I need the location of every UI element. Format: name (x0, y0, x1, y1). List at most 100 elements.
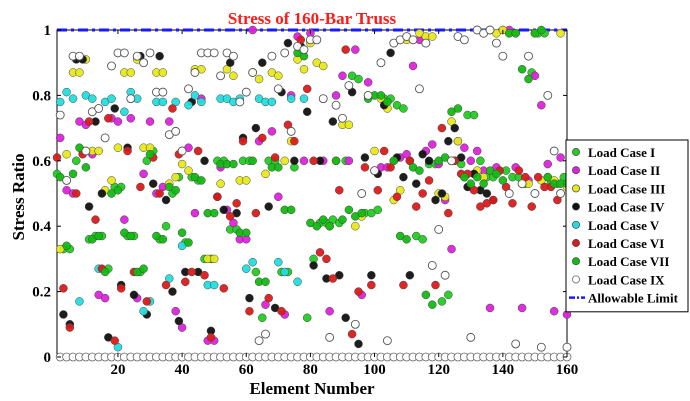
marker-load-case-6 (65, 323, 75, 332)
marker-load-case-6 (437, 123, 447, 133)
marker-load-case-8 (421, 38, 431, 48)
marker-load-case-8 (363, 90, 373, 100)
marker-load-case-3 (113, 143, 123, 152)
marker-load-case-7 (100, 267, 110, 277)
marker-load-case-2 (338, 71, 347, 81)
legend-label: Load Case IV (588, 200, 665, 215)
marker-load-case-4 (437, 189, 447, 198)
marker-load-case-5 (248, 257, 257, 267)
marker-load-case-4 (200, 156, 209, 166)
marker-load-case-1 (418, 235, 427, 244)
legend-swatch (572, 257, 580, 266)
marker-load-case-4 (251, 123, 261, 133)
marker-load-case-5 (120, 107, 129, 116)
marker-load-case-6 (264, 293, 273, 303)
marker-load-case-2 (428, 140, 437, 149)
legend-swatch (572, 220, 580, 229)
marker-load-case-8 (415, 84, 424, 94)
legend-swatch (572, 239, 580, 247)
marker-load-case-7 (537, 25, 546, 35)
marker-load-case-4 (84, 202, 94, 211)
marker-load-case-7 (338, 215, 347, 224)
marker-load-case-6 (161, 280, 171, 290)
marker-load-case-1 (161, 221, 171, 231)
legend-label: Load Case VII (588, 254, 669, 269)
marker-load-case-8 (94, 104, 104, 113)
marker-load-case-8 (261, 329, 270, 339)
marker-load-case-1 (373, 205, 383, 215)
legend-label: Load Case V (588, 218, 660, 233)
marker-load-case-8 (459, 35, 469, 45)
marker-load-case-4 (168, 287, 177, 296)
marker-load-case-5 (184, 100, 193, 110)
marker-load-case-2 (485, 303, 495, 313)
marker-load-case-6 (168, 104, 177, 113)
marker-load-case-3 (370, 146, 379, 156)
marker-load-case-8 (440, 270, 450, 280)
legend-swatch (572, 148, 580, 156)
marker-load-case-8 (190, 68, 200, 77)
legend-label: Allowable Limit (588, 291, 679, 306)
y-tick-label: 0 (44, 350, 52, 366)
marker-load-case-1 (71, 156, 81, 166)
marker-load-case-6 (302, 84, 312, 94)
legend-label: Load Case IX (588, 272, 665, 287)
marker-load-case-2 (126, 114, 136, 123)
marker-load-case-5 (267, 97, 277, 107)
x-axis-ticks: 20 40 60 80 100 120 140 160 (110, 30, 578, 378)
marker-load-case-7 (498, 176, 508, 185)
marker-load-case-7 (126, 231, 136, 241)
marker-load-case-8 (427, 260, 437, 270)
x-tick-label: 40 (175, 362, 190, 378)
marker-load-case-8 (81, 146, 91, 156)
marker-load-case-7 (383, 97, 392, 107)
marker-load-case-6 (411, 202, 421, 211)
marker-load-case-2 (408, 61, 418, 71)
marker-load-case-3 (216, 179, 225, 188)
marker-load-case-7 (511, 29, 520, 38)
marker-load-case-1 (476, 156, 485, 166)
marker-load-case-5 (68, 94, 78, 103)
marker-load-case-7 (197, 176, 206, 185)
marker-load-case-3 (94, 146, 103, 156)
marker-load-case-2 (139, 169, 148, 179)
y-tick-label: 0.4 (32, 219, 51, 235)
marker-load-case-6 (341, 45, 350, 54)
marker-load-case-2 (55, 133, 65, 143)
marker-load-case-4 (418, 150, 427, 159)
marker-load-case-7 (62, 241, 71, 251)
marker-load-case-8 (267, 51, 277, 61)
marker-load-case-4 (482, 189, 492, 198)
marker-load-case-2 (549, 306, 559, 316)
marker-load-case-8 (491, 38, 501, 48)
marker-load-case-7 (318, 215, 328, 224)
marker-load-case-8 (562, 342, 572, 352)
marker-load-case-2 (248, 25, 257, 35)
marker-load-case-7 (415, 166, 424, 175)
marker-load-case-5 (280, 267, 289, 277)
marker-load-case-8 (126, 94, 136, 104)
marker-load-case-2 (190, 208, 200, 218)
marker-load-case-4 (155, 51, 164, 61)
marker-load-case-2 (100, 293, 110, 303)
legend: Load Case I Load Case II Load Case III Load… (565, 139, 689, 313)
marker-load-case-1 (399, 104, 408, 113)
marker-load-case-7 (139, 264, 148, 273)
marker-load-case-4 (219, 205, 229, 215)
x-tick-label: 80 (303, 362, 318, 378)
marker-load-case-3 (453, 136, 463, 146)
marker-load-case-3 (274, 71, 283, 81)
marker-load-case-6 (367, 280, 376, 290)
marker-load-case-6 (136, 182, 145, 192)
marker-load-case-2 (113, 117, 123, 126)
marker-load-case-4 (328, 117, 338, 126)
marker-load-case-7 (184, 238, 193, 247)
marker-load-case-6 (379, 146, 389, 156)
marker-load-case-6 (347, 329, 357, 339)
marker-load-case-8 (107, 61, 116, 71)
marker-load-case-3 (75, 68, 84, 77)
marker-load-case-5 (190, 91, 200, 100)
marker-load-case-4 (360, 153, 370, 162)
marker-load-case-8 (209, 48, 219, 58)
